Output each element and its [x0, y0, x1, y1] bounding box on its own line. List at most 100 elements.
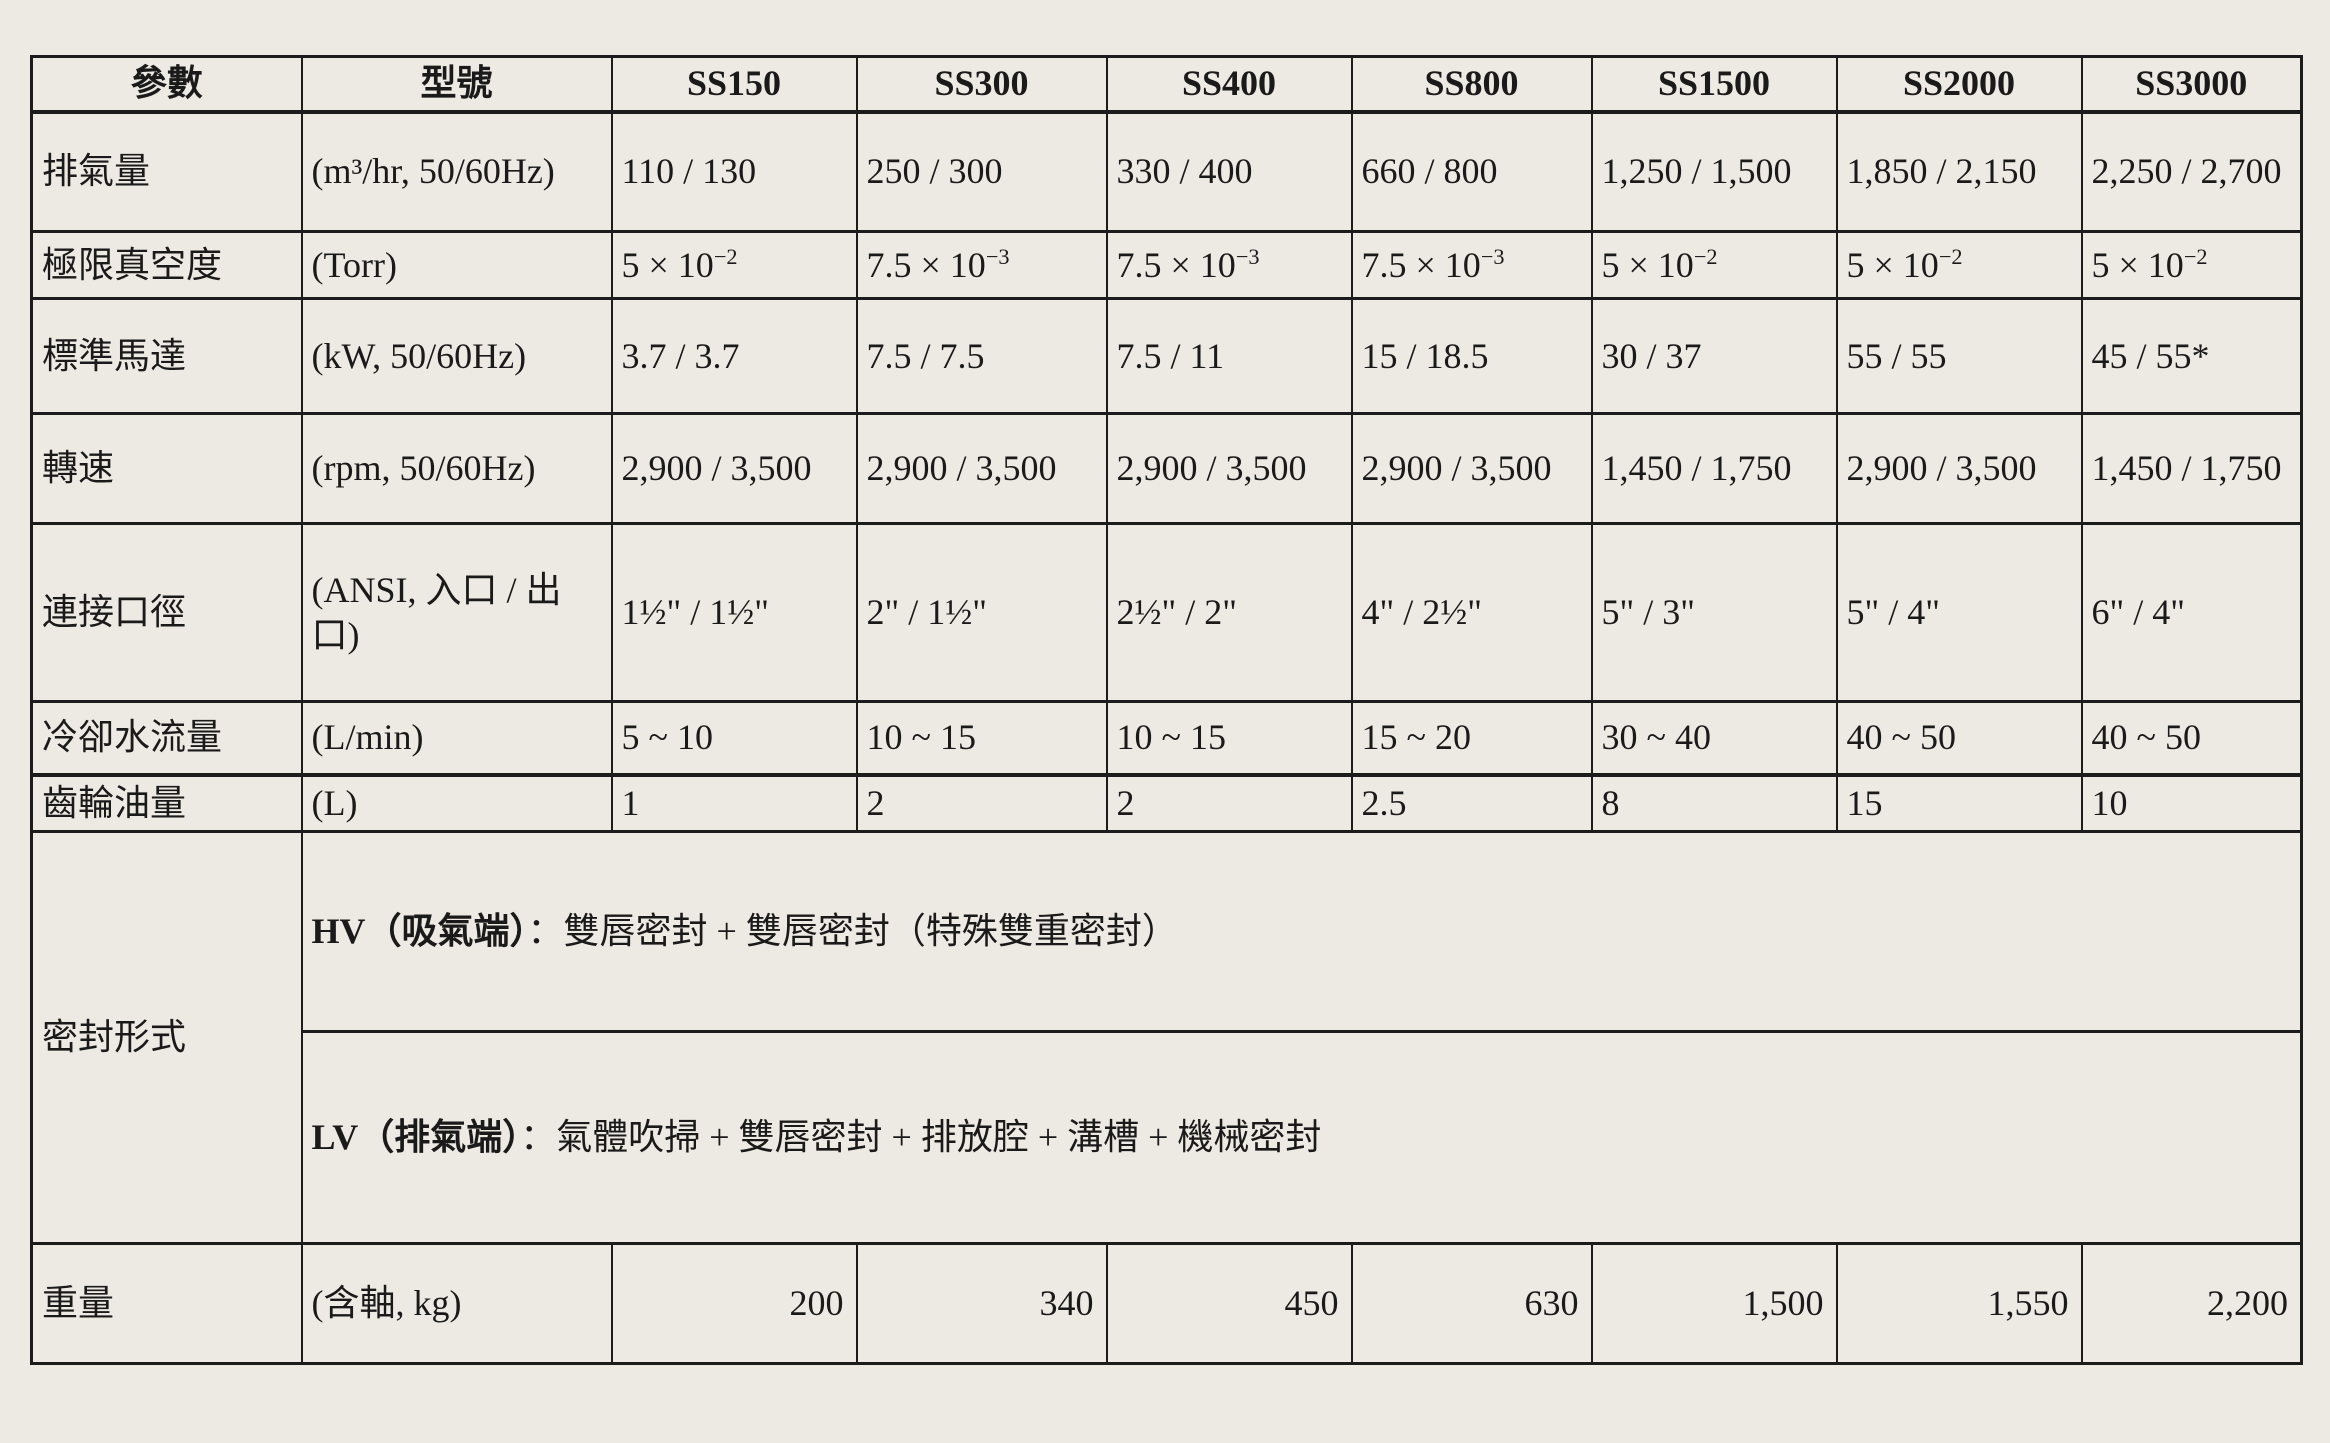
value-cell: 450: [1105, 1242, 1353, 1365]
header-ss2000: SS2000: [1835, 55, 2083, 114]
unit-label: (kW, 50/60Hz): [300, 297, 613, 415]
value-cell: 1,500: [1590, 1242, 1838, 1365]
exponent: −2: [713, 243, 738, 269]
value-cell: 2,900 / 3,500: [1350, 412, 1593, 525]
row-ultimate-vacuum: 極限真空度 (Torr) 5 × 10−2 7.5 × 10−3 7.5 × 1…: [30, 230, 2303, 300]
value-cell: 1: [610, 773, 858, 833]
value-cell: 660 / 800: [1350, 110, 1593, 233]
value-cell: 40 ~ 50: [2080, 700, 2303, 777]
value-cell: 2: [855, 773, 1108, 833]
value-cell: 7.5 / 7.5: [855, 297, 1108, 415]
exponent: −3: [1480, 243, 1505, 269]
row-seal-type-hv: 密封形式 HV（吸氣端）：雙唇密封 + 雙唇密封（特殊雙重密封）: [30, 830, 2303, 1245]
row-rotation-speed: 轉速 (rpm, 50/60Hz) 2,900 / 3,500 2,900 / …: [30, 412, 2303, 525]
value-cell: 10: [2080, 773, 2303, 833]
value-cell: 5 ~ 10: [610, 700, 858, 777]
row-cooling-water-flow: 冷卻水流量 (L/min) 5 ~ 10 10 ~ 15 10 ~ 15 15 …: [30, 700, 2303, 777]
value-cell: 1,450 / 1,750: [2080, 412, 2303, 525]
exponent: −3: [985, 243, 1010, 269]
row-connection-port: 連接口徑 (ANSI, 入口 / 出口) 1½" / 1½" 2" / 1½" …: [30, 522, 2303, 703]
value-cell: 2,900 / 3,500: [1105, 412, 1353, 525]
exponent: −3: [1235, 243, 1260, 269]
row-weight: 重量 (含軸, kg) 200 340 450 630 1,500 1,550 …: [30, 1242, 2303, 1365]
value-cell: 7.5 × 10−3: [855, 230, 1108, 300]
value-cell: 5 × 10−2: [1835, 230, 2083, 300]
param-label: 連接口徑: [30, 522, 303, 703]
exponent: −2: [2183, 243, 2208, 269]
value-cell: 5 × 10−2: [610, 230, 858, 300]
param-label: 排氣量: [30, 110, 303, 233]
unit-label: (ANSI, 入口 / 出口): [300, 522, 613, 703]
value-cell: 10 ~ 15: [855, 700, 1108, 777]
param-label: 轉速: [30, 412, 303, 525]
header-ss400: SS400: [1105, 55, 1353, 114]
value-cell: 2: [1105, 773, 1353, 833]
exponent: −2: [1693, 243, 1718, 269]
value-cell: 2,900 / 3,500: [1835, 412, 2083, 525]
param-label: 標準馬達: [30, 297, 303, 415]
param-label-seal-type: 密封形式: [30, 830, 303, 1245]
value-cell: 1,250 / 1,500: [1590, 110, 1838, 233]
header-ss150: SS150: [610, 55, 858, 114]
value-cell: 55 / 55: [1835, 297, 2083, 415]
value-cell: 8: [1590, 773, 1838, 833]
value-cell: 40 ~ 50: [1835, 700, 2083, 777]
value-cell: 15: [1835, 773, 2083, 833]
header-ss3000: SS3000: [2080, 55, 2303, 114]
value-cell: 340: [855, 1242, 1108, 1365]
value-cell: 2,900 / 3,500: [855, 412, 1108, 525]
value-cell: 2½" / 2": [1105, 522, 1353, 703]
value-cell: 5" / 3": [1590, 522, 1838, 703]
header-model: 型號: [300, 55, 613, 114]
value-cell: 200: [610, 1242, 858, 1365]
seal-lv-cell: LV（排氣端）：氣體吹掃 + 雙唇密封 + 排放腔 + 溝槽 + 機械密封: [300, 1030, 2303, 1245]
unit-label: (L): [300, 773, 613, 833]
value-cell: 1,450 / 1,750: [1590, 412, 1838, 525]
header-parameter: 參數: [30, 55, 303, 114]
header-row: 參數 型號 SS150 SS300 SS400 SS800 SS1500 SS2…: [30, 55, 2303, 114]
param-label: 冷卻水流量: [30, 700, 303, 777]
value-cell: 4" / 2½": [1350, 522, 1593, 703]
row-gear-oil-amount: 齒輪油量 (L) 1 2 2 2.5 8 15 10: [30, 773, 2303, 833]
seal-hv-text: ：雙唇密封 + 雙唇密封（特殊雙重密封）: [527, 911, 1178, 951]
value-cell: 5 × 10−2: [1590, 230, 1838, 300]
param-label: 齒輪油量: [30, 773, 303, 833]
value-cell: 45 / 55*: [2080, 297, 2303, 415]
value-cell: 250 / 300: [855, 110, 1108, 233]
row-seal-type-lv: LV（排氣端）：氣體吹掃 + 雙唇密封 + 排放腔 + 溝槽 + 機械密封: [32, 1030, 2303, 1245]
value-cell: 2.5: [1350, 773, 1593, 833]
value-cell: 5 × 10−2: [2080, 230, 2303, 300]
unit-label: (Torr): [300, 230, 613, 300]
seal-hv-cell: HV（吸氣端）：雙唇密封 + 雙唇密封（特殊雙重密封）: [300, 830, 2303, 1033]
value-cell: 2,250 / 2,700: [2080, 110, 2303, 233]
value-cell: 7.5 × 10−3: [1350, 230, 1593, 300]
value-cell: 6" / 4": [2080, 522, 2303, 703]
value-cell: 1½" / 1½": [610, 522, 858, 703]
value-cell: 630: [1350, 1242, 1593, 1365]
value-cell: 1,550: [1835, 1242, 2083, 1365]
exponent: −2: [1938, 243, 1963, 269]
unit-label: (L/min): [300, 700, 613, 777]
seal-hv-label: HV（吸氣端）: [311, 911, 528, 951]
value-cell: 30 ~ 40: [1590, 700, 1838, 777]
value-cell: 7.5 / 11: [1105, 297, 1353, 415]
value-cell: 2,200: [2080, 1242, 2303, 1365]
value-cell: 2" / 1½": [855, 522, 1108, 703]
value-cell: 15 / 18.5: [1350, 297, 1593, 415]
unit-label: (含軸, kg): [300, 1242, 613, 1365]
unit-label: (rpm, 50/60Hz): [300, 412, 613, 525]
param-label: 重量: [30, 1242, 303, 1365]
value-cell: 330 / 400: [1105, 110, 1353, 233]
value-cell: 110 / 130: [610, 110, 858, 233]
seal-lv-text: ：氣體吹掃 + 雙唇密封 + 排放腔 + 溝槽 + 機械密封: [520, 1117, 1322, 1157]
row-standard-motor: 標準馬達 (kW, 50/60Hz) 3.7 / 3.7 7.5 / 7.5 7…: [30, 297, 2303, 415]
value-cell: 2,900 / 3,500: [610, 412, 858, 525]
value-cell: 1,850 / 2,150: [1835, 110, 2083, 233]
header-ss800: SS800: [1350, 55, 1593, 114]
value-cell: 10 ~ 15: [1105, 700, 1353, 777]
header-ss300: SS300: [855, 55, 1108, 114]
value-cell: 7.5 × 10−3: [1105, 230, 1353, 300]
header-ss1500: SS1500: [1590, 55, 1838, 114]
seal-lv-label: LV（排氣端）: [311, 1117, 521, 1157]
value-cell: 3.7 / 3.7: [610, 297, 858, 415]
